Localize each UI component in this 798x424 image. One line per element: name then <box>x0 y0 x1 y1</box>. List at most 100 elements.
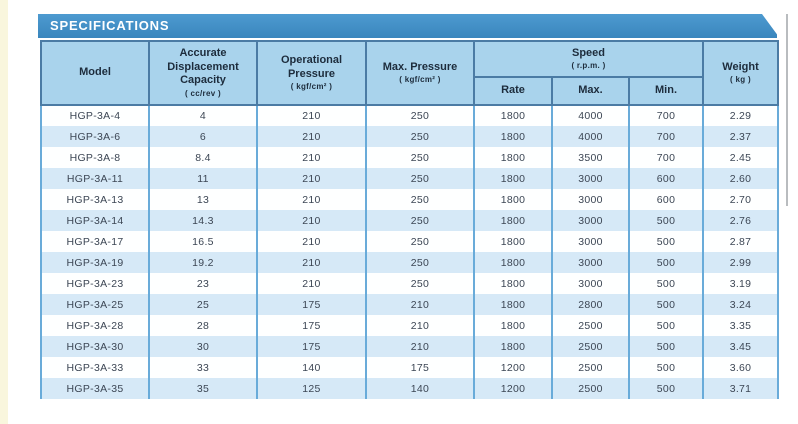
value-cell: 2500 <box>551 336 630 357</box>
header-title: Operational Pressure <box>280 53 343 80</box>
header-title: Weight <box>722 60 759 73</box>
value-cell: 3000 <box>551 168 630 189</box>
col-header-speed-group: Speed ( r.p.m. ) <box>472 40 705 78</box>
value-cell: 250 <box>365 147 475 168</box>
value-cell: 210 <box>365 294 475 315</box>
model-cell: HGP-3A-30 <box>40 336 150 357</box>
value-cell: 500 <box>627 378 705 399</box>
section-banner: SPECIFICATIONS <box>38 14 777 38</box>
model-cell: HGP-3A-6 <box>40 126 150 147</box>
value-cell: 3.24 <box>702 294 780 315</box>
header-unit: ( kgf/cm² ) <box>290 82 333 92</box>
page-left-edge <box>0 0 8 424</box>
value-cell: 210 <box>256 231 367 252</box>
value-cell: 600 <box>627 168 705 189</box>
value-cell: 3.60 <box>702 357 780 378</box>
value-cell: 2.29 <box>702 105 780 126</box>
value-cell: 1800 <box>473 126 553 147</box>
value-cell: 30 <box>148 336 258 357</box>
col-header-speed-max: Max. <box>551 76 630 106</box>
model-cell: HGP-3A-4 <box>40 105 150 126</box>
value-cell: 210 <box>256 210 367 231</box>
value-cell: 3.71 <box>702 378 780 399</box>
header-title: Model <box>79 66 111 79</box>
value-cell: 210 <box>256 126 367 147</box>
value-cell: 2.60 <box>702 168 780 189</box>
value-cell: 14.3 <box>148 210 258 231</box>
value-cell: 1800 <box>473 273 553 294</box>
value-cell: 2.99 <box>702 252 780 273</box>
value-cell: 210 <box>256 147 367 168</box>
value-cell: 210 <box>256 105 367 126</box>
value-cell: 1200 <box>473 378 553 399</box>
value-cell: 500 <box>627 210 705 231</box>
value-cell: 2.45 <box>702 147 780 168</box>
header-unit: ( cc/rev ) <box>185 89 221 99</box>
model-cell: HGP-3A-28 <box>40 315 150 336</box>
value-cell: 210 <box>256 252 367 273</box>
value-cell: 700 <box>627 147 705 168</box>
value-cell: 4000 <box>551 105 630 126</box>
value-cell: 210 <box>365 336 475 357</box>
value-cell: 3000 <box>551 189 630 210</box>
value-cell: 1800 <box>473 336 553 357</box>
table-row: HGP-3A-17 16.5 210 250 1800 3000 500 2.87 <box>40 231 780 252</box>
value-cell: 6 <box>148 126 258 147</box>
value-cell: 140 <box>365 378 475 399</box>
value-cell: 250 <box>365 231 475 252</box>
value-cell: 3000 <box>551 273 630 294</box>
table-row: HGP-3A-35 35 125 140 1200 2500 500 3.71 <box>40 378 780 399</box>
header-unit: ( kg ) <box>730 75 751 85</box>
value-cell: 23 <box>148 273 258 294</box>
value-cell: 1800 <box>473 231 553 252</box>
value-cell: 4000 <box>551 126 630 147</box>
value-cell: 2800 <box>551 294 630 315</box>
value-cell: 250 <box>365 126 475 147</box>
value-cell: 500 <box>627 231 705 252</box>
value-cell: 175 <box>256 336 367 357</box>
value-cell: 2.87 <box>702 231 780 252</box>
value-cell: 175 <box>256 294 367 315</box>
value-cell: 1800 <box>473 210 553 231</box>
table-row: HGP-3A-30 30 175 210 1800 2500 500 3.45 <box>40 336 780 357</box>
value-cell: 250 <box>365 273 475 294</box>
value-cell: 250 <box>365 189 475 210</box>
section-title: SPECIFICATIONS <box>50 18 170 33</box>
value-cell: 250 <box>365 252 475 273</box>
value-cell: 1800 <box>473 315 553 336</box>
model-cell: HGP-3A-33 <box>40 357 150 378</box>
value-cell: 500 <box>627 273 705 294</box>
value-cell: 500 <box>627 315 705 336</box>
table-row: HGP-3A-33 33 140 175 1200 2500 500 3.60 <box>40 357 780 378</box>
value-cell: 250 <box>365 105 475 126</box>
model-cell: HGP-3A-14 <box>40 210 150 231</box>
col-header-speed-min: Min. <box>627 76 705 106</box>
value-cell: 25 <box>148 294 258 315</box>
model-cell: HGP-3A-23 <box>40 273 150 294</box>
value-cell: 500 <box>627 357 705 378</box>
value-cell: 3000 <box>551 210 630 231</box>
value-cell: 250 <box>365 210 475 231</box>
value-cell: 2500 <box>551 378 630 399</box>
value-cell: 210 <box>256 189 367 210</box>
value-cell: 35 <box>148 378 258 399</box>
value-cell: 4 <box>148 105 258 126</box>
col-header-weight: Weight ( kg ) <box>702 40 780 106</box>
value-cell: 2.37 <box>702 126 780 147</box>
col-header-model: Model <box>40 40 150 106</box>
model-cell: HGP-3A-13 <box>40 189 150 210</box>
table-row: HGP-3A-6 6 210 250 1800 4000 700 2.37 <box>40 126 780 147</box>
value-cell: 1800 <box>473 294 553 315</box>
header-unit: ( kgf/cm² ) <box>399 75 441 85</box>
table-row: HGP-3A-4 4 210 250 1800 4000 700 2.29 <box>40 105 780 126</box>
header-title: Max. Pressure <box>382 60 458 73</box>
value-cell: 250 <box>365 168 475 189</box>
value-cell: 500 <box>627 294 705 315</box>
value-cell: 28 <box>148 315 258 336</box>
value-cell: 2500 <box>551 357 630 378</box>
model-cell: HGP-3A-8 <box>40 147 150 168</box>
value-cell: 1800 <box>473 147 553 168</box>
table-row: HGP-3A-25 25 175 210 1800 2800 500 3.24 <box>40 294 780 315</box>
value-cell: 1800 <box>473 168 553 189</box>
value-cell: 210 <box>256 168 367 189</box>
